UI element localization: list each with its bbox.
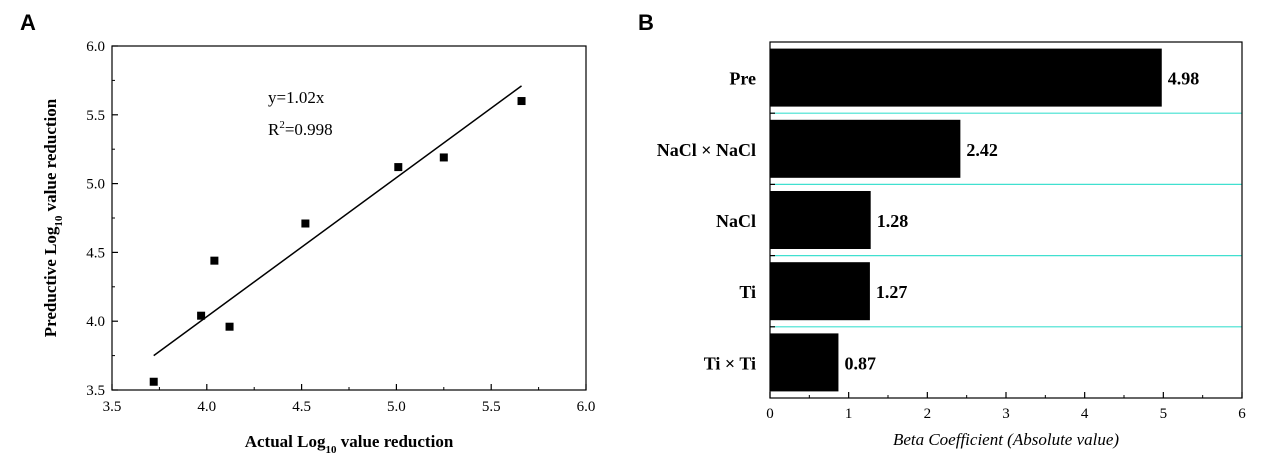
scatter-y-tick-label: 5.5 xyxy=(86,108,105,124)
r-squared-tail: =0.998 xyxy=(285,120,333,139)
bar xyxy=(770,191,871,249)
scatter-x-label-tail: value reduction xyxy=(336,432,453,451)
scatter-y-tick-label: 4.0 xyxy=(86,314,105,330)
bar-category-labels: Pre NaCl × NaCl NaCl Ti Ti × Ti xyxy=(657,69,756,374)
scatter-x-label-sub: 10 xyxy=(325,444,337,456)
scatter-x-label-main: Actual Log xyxy=(245,432,326,451)
bar-x-tick-label: 0 xyxy=(766,406,774,422)
fit-equation: y=1.02x xyxy=(268,88,325,107)
scatter-point xyxy=(210,256,219,265)
scatter-x-tick-label: 5.5 xyxy=(482,399,501,415)
bar-value-labels: 4.98 2.42 1.28 1.27 0.87 xyxy=(844,69,1199,374)
scatter-y-tick-label: 6.0 xyxy=(86,39,105,55)
scatter-point xyxy=(301,219,310,228)
scatter-point xyxy=(439,153,448,162)
scatter-y-label-tail: value reduction xyxy=(41,98,60,215)
scatter-y-label-sub: 10 xyxy=(53,215,65,227)
bar-value-label: 4.98 xyxy=(1168,69,1200,89)
bar-category-label: Pre xyxy=(729,69,756,89)
scatter-y-ticks: 3.5 4.0 4.5 5.0 5.5 6.0 xyxy=(86,39,118,399)
bar-x-label: Beta Coefficient (Absolute value) xyxy=(893,430,1119,449)
scatter-point xyxy=(149,377,158,386)
scatter-x-label: Actual Log10 value reduction xyxy=(245,432,454,456)
scatter-x-tick-label: 5.0 xyxy=(387,399,406,415)
bar-x-tick-label: 1 xyxy=(845,406,853,422)
scatter-point xyxy=(394,163,403,172)
scatter-y-label: Preductive Log10 value reduction xyxy=(41,98,65,337)
bar xyxy=(770,262,870,321)
scatter-x-tick-label: 4.0 xyxy=(197,399,216,415)
scatter-y-label-main: Preductive Log xyxy=(41,226,60,337)
scatter-y-tick-label: 5.0 xyxy=(86,177,105,193)
panel-letter-b: B xyxy=(638,10,654,35)
bars xyxy=(770,48,1162,392)
scatter-point xyxy=(517,97,526,106)
bar-category-label: Ti xyxy=(739,282,756,302)
r-squared-sup: 2 xyxy=(279,119,285,131)
scatter-plot: 3.5 4.0 4.5 5.0 5.5 6.0 3.5 4.0 4.5 5.0 5.5 6.0 y=… xyxy=(41,39,595,456)
bar xyxy=(770,119,961,178)
scatter-points xyxy=(149,97,526,386)
panel-letter-a: A xyxy=(20,10,36,35)
scatter-y-tick-label: 3.5 xyxy=(86,383,105,399)
scatter-x-tick-label: 4.5 xyxy=(292,399,311,415)
bar xyxy=(770,333,839,392)
bar-x-tick-label: 5 xyxy=(1160,406,1168,422)
scatter-x-tick-label: 6.0 xyxy=(577,399,596,415)
bar-category-label: Ti × Ti xyxy=(704,353,756,373)
bar-x-tick-label: 2 xyxy=(924,406,932,422)
scatter-point xyxy=(225,322,234,331)
scatter-plot-frame xyxy=(111,45,587,391)
scatter-y-tick-label: 4.5 xyxy=(86,245,105,261)
r-squared: R2=0.998 xyxy=(268,119,333,139)
bar-value-label: 2.42 xyxy=(966,140,998,160)
scatter-point xyxy=(197,311,206,320)
bar-value-label: 1.28 xyxy=(877,211,909,231)
scatter-x-ticks: 3.5 4.0 4.5 5.0 5.5 6.0 xyxy=(103,384,596,415)
bar-x-tick-label: 4 xyxy=(1081,406,1089,422)
r-squared-main: R xyxy=(268,120,280,139)
scatter-x-tick-label: 3.5 xyxy=(103,399,122,415)
bar-category-label: NaCl xyxy=(716,211,756,231)
bar-x-tick-label: 6 xyxy=(1238,406,1246,422)
fit-line xyxy=(153,85,522,357)
bar xyxy=(770,48,1162,107)
bar-value-label: 1.27 xyxy=(876,282,908,302)
bar-separators xyxy=(770,112,1242,328)
bar-x-ticks: 0 1 2 3 4 5 6 xyxy=(766,392,1246,422)
bar-chart: 4.98 2.42 1.28 1.27 0.87 Pre NaCl × NaCl NaCl T… xyxy=(657,41,1246,449)
bar-x-tick-label: 3 xyxy=(1002,406,1010,422)
bar-value-label: 0.87 xyxy=(844,353,876,373)
bar-category-label: NaCl × NaCl xyxy=(657,140,756,160)
